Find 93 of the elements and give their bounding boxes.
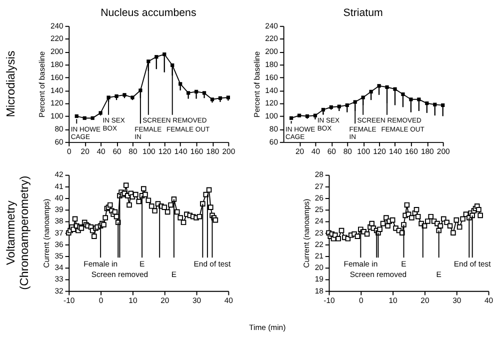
text: Voltammetry (Chronoamperometry) <box>4 176 32 290</box>
x-tick-label: 60 <box>327 147 336 156</box>
ref-line-label: End of test <box>454 259 492 268</box>
y-tick-label: 33 <box>54 274 64 284</box>
y-tick-label: 240 <box>50 21 64 30</box>
x-tick-label: -10 <box>64 296 75 305</box>
x-tick-label: 40 <box>224 296 233 305</box>
y-tick-label: 32 <box>54 286 64 296</box>
y-tick-label: 80 <box>269 124 278 134</box>
y-tick-label: 41 <box>54 182 64 191</box>
y-tick-label: 180 <box>265 60 278 70</box>
x-tick-label: 20 <box>160 296 170 305</box>
y-tick-label: 35 <box>54 251 64 260</box>
y-tick-label: 60 <box>269 137 278 146</box>
chart-title: Striatum <box>343 7 384 20</box>
ref-line-label: E <box>436 270 442 279</box>
chart-title: Nucleus accumbens <box>100 7 196 20</box>
y-tick-label: 38 <box>54 216 64 226</box>
x-tick-label: 10 <box>388 296 398 305</box>
x-tick-label: 140 <box>174 147 188 156</box>
x-tick-label: 160 <box>190 147 204 156</box>
y-tick-label: 19 <box>314 274 324 284</box>
y-axis-title: Current (nanoamps) <box>42 198 51 268</box>
y-tick-label: 22 <box>314 240 324 249</box>
y-tick-label: 37 <box>54 228 64 238</box>
y-tick-label: 160 <box>50 72 64 82</box>
x-tick-label: 0 <box>98 296 104 305</box>
y-axis-title: Percent of baseline <box>38 51 47 118</box>
ref-line-label: End of test <box>194 259 232 268</box>
y-tick-label: 100 <box>265 112 278 121</box>
x-tick-label: 120 <box>158 147 172 156</box>
y-tick-label: 24 <box>314 216 324 226</box>
x-axis-title: Time (min) <box>249 323 286 332</box>
x-tick-label: 100 <box>142 147 156 156</box>
x-tick-label: 20 <box>80 147 90 156</box>
ref-line-label: E <box>139 259 145 268</box>
y-tick-label: 240 <box>265 21 278 30</box>
y-axis-title: Current (nanoamps) <box>302 198 312 268</box>
y-tick-label: 25 <box>314 205 324 214</box>
x-tick-label: 0 <box>359 296 364 305</box>
y-tick-label: 200 <box>265 47 278 56</box>
y-tick-label: 21 <box>314 251 324 260</box>
y-tick-label: 220 <box>50 34 64 44</box>
x-tick-label: 200 <box>222 147 236 156</box>
x-tick-label: -10 <box>324 296 335 305</box>
text: Microdialysis <box>4 50 18 118</box>
x-tick-label: 160 <box>404 147 418 156</box>
ref-line-label: Screen removed <box>91 270 148 279</box>
x-tick-label: 40 <box>96 147 106 156</box>
x-tick-label: 200 <box>436 147 450 156</box>
y-axis-title: Percent of baseline <box>252 51 262 118</box>
y-tick-label: 140 <box>265 86 278 95</box>
y-tick-label: 28 <box>314 170 324 180</box>
x-tick-label: 20 <box>295 147 304 156</box>
y-tick-label: 39 <box>54 205 64 214</box>
y-tick-label: 120 <box>50 98 64 108</box>
y-tick-label: 18 <box>314 286 324 296</box>
x-tick-label: 140 <box>389 147 402 156</box>
y-tick-label: 60 <box>54 137 64 146</box>
x-tick-label: 40 <box>484 296 494 305</box>
x-tick-label: 80 <box>128 147 138 156</box>
y-tick-label: 100 <box>50 112 64 121</box>
ref-line-label: Female in <box>344 259 378 268</box>
y-tick-label: 180 <box>50 60 64 70</box>
x-tick-label: 30 <box>452 296 462 305</box>
x-tick-label: 20 <box>420 296 430 305</box>
y-tick-label: 220 <box>265 34 278 44</box>
ref-line-label: Female in <box>84 259 118 268</box>
y-tick-label: 27 <box>314 182 324 191</box>
y-tick-label: 160 <box>265 72 278 82</box>
x-tick-label: 0 <box>66 147 72 156</box>
y-tick-label: 34 <box>54 263 64 272</box>
y-tick-label: 120 <box>265 98 278 108</box>
y-tick-label: 20 <box>314 263 324 272</box>
y-tick-label: 80 <box>54 124 64 134</box>
ref-line-label: E <box>401 259 406 268</box>
x-tick-label: 60 <box>112 147 122 156</box>
ref-line-label: E <box>171 270 177 279</box>
y-tick-label: 40 <box>54 193 64 202</box>
y-tick-label: 200 <box>50 47 64 56</box>
x-tick-label: 120 <box>373 147 386 156</box>
x-tick-label: 180 <box>420 147 434 156</box>
y-tick-label: 42 <box>54 170 64 180</box>
y-tick-label: 140 <box>50 86 64 95</box>
y-tick-label: 23 <box>314 228 324 238</box>
x-tick-label: 80 <box>343 147 352 156</box>
y-tick-label: 36 <box>54 240 64 249</box>
x-tick-label: 180 <box>206 147 220 156</box>
y-tick-label: 26 <box>314 193 324 202</box>
x-tick-label: 30 <box>192 296 202 305</box>
x-tick-label: 10 <box>128 296 138 305</box>
ref-line-label: Screen removed <box>350 270 407 279</box>
x-tick-label: 100 <box>357 147 370 156</box>
